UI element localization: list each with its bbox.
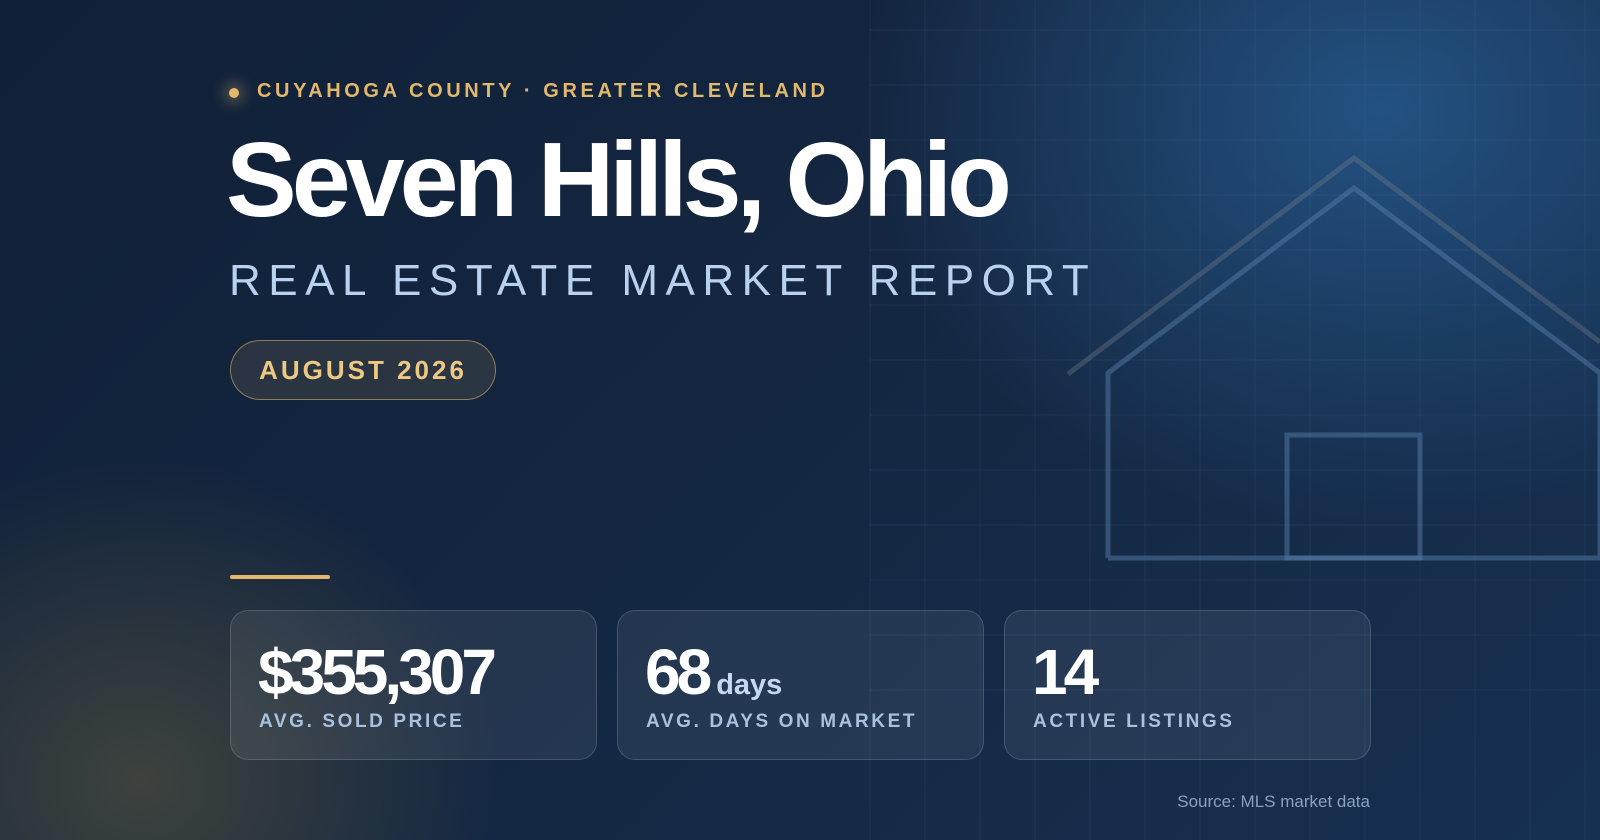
stat-unit: days [716, 669, 783, 701]
stat-number: 14 [1032, 636, 1099, 708]
grid [869, 0, 1600, 840]
stat-label: ACTIVE LISTINGS [1033, 711, 1235, 732]
title: Seven Hills, Ohio [226, 121, 1012, 239]
source-note: Source: MLS market data [1177, 792, 1370, 811]
house [1066, 154, 1600, 561]
eyebrow: CUYAHOGA COUNTY · GREATER CLEVELAND [257, 80, 829, 102]
stat-number: $355,307 [258, 636, 497, 708]
accent-rule [230, 575, 330, 579]
stat-card: $355,307 AVG. SOLD PRICE [230, 610, 597, 760]
stat-number: 68 [645, 636, 712, 708]
stat-value: 68 days [645, 635, 782, 709]
stat-label: AVG. DAYS ON MARKET [646, 711, 918, 732]
date-badge: AUGUST 2026 [230, 340, 496, 400]
subtitle: REAL ESTATE MARKET REPORT [229, 256, 1097, 305]
stat-value: $355,307 [258, 635, 497, 709]
eyebrow-dot [229, 88, 239, 98]
stat-card: 14 ACTIVE LISTINGS [1004, 610, 1371, 760]
stat-value: 14 [1032, 635, 1099, 709]
stat-card: 68 days AVG. DAYS ON MARKET [617, 610, 984, 760]
stat-label: AVG. SOLD PRICE [259, 711, 465, 732]
